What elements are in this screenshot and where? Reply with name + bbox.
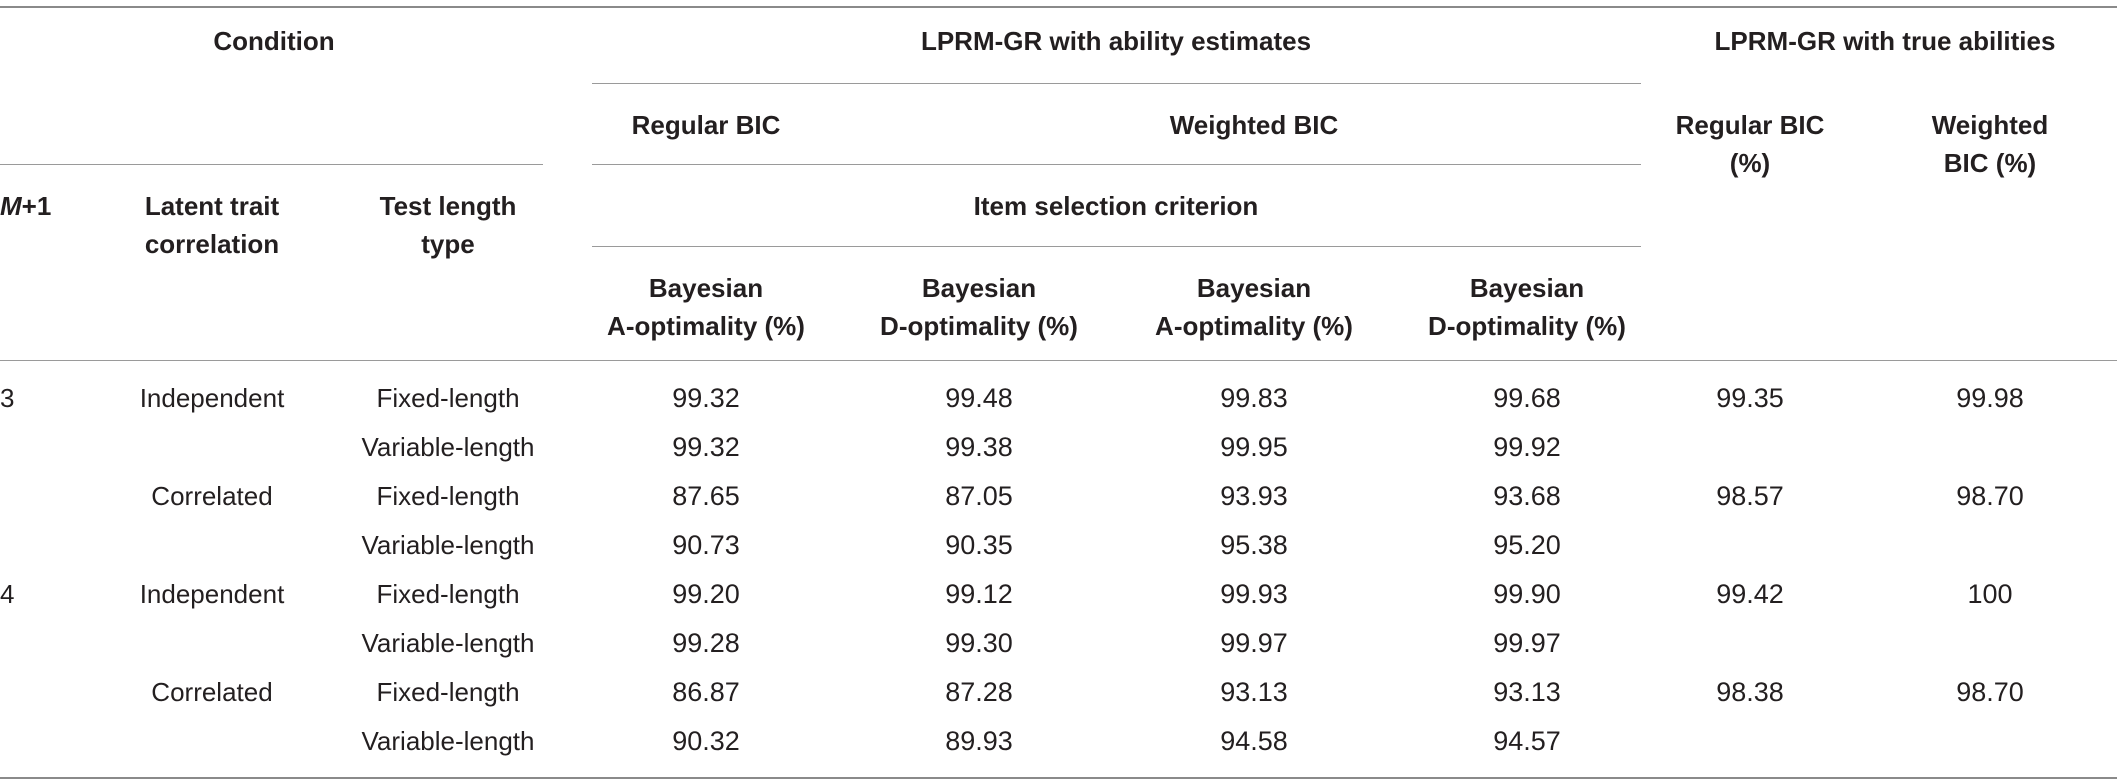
test-length-line2: type	[421, 229, 475, 259]
latent-trait-line1: Latent trait	[144, 191, 280, 221]
estimates-group-header: LPRM-GR with ability estimates	[920, 26, 1312, 56]
cell-correlation: Correlated	[151, 481, 273, 511]
top-rule	[0, 6, 2117, 8]
latent-trait-line2: correlation	[144, 229, 280, 259]
true-abilities-group-header: LPRM-GR with true abilities	[1714, 26, 2056, 56]
cell-test-length: Variable-length	[361, 726, 535, 756]
condition-rule	[0, 164, 543, 165]
cell-regular-aopt: 99.28	[672, 628, 740, 658]
true-weighted-bic-header: Weighted BIC (%)	[1932, 106, 2049, 182]
cell-weighted-dopt: 99.92	[1493, 432, 1561, 462]
true-regular-bic-line2: (%)	[1729, 148, 1771, 178]
cell-true-regular: 99.35	[1716, 383, 1784, 413]
cell-correlation: Correlated	[151, 677, 273, 707]
estimates-group-rule	[592, 83, 1641, 84]
bottom-rule	[0, 777, 2117, 779]
weighted-bic-header: Weighted BIC	[1169, 110, 1339, 140]
cell-true-weighted: 99.98	[1956, 383, 2024, 413]
col4-dopt: D-optimality (%)	[1428, 311, 1626, 341]
cell-weighted-aopt: 99.97	[1220, 628, 1288, 658]
cell-regular-dopt: 87.05	[945, 481, 1013, 511]
true-regular-bic-line1: Regular BIC	[1675, 110, 1825, 140]
cell-test-length: Fixed-length	[376, 677, 520, 707]
cell-test-length: Variable-length	[361, 432, 535, 462]
cell-m: 4	[0, 579, 15, 609]
test-length-header: Test length type	[380, 187, 517, 263]
cell-correlation: Independent	[139, 579, 285, 609]
col-regular-a-opt-header: Bayesian A-optimality (%)	[607, 269, 805, 345]
item-selection-header: Item selection criterion	[973, 191, 1259, 221]
col1-bayes: Bayesian	[648, 273, 764, 303]
true-weighted-bic-line2: BIC (%)	[1943, 148, 2037, 178]
cell-weighted-dopt: 99.68	[1493, 383, 1561, 413]
col2-dopt: D-optimality (%)	[880, 311, 1078, 341]
cell-regular-aopt: 99.32	[672, 383, 740, 413]
cell-regular-aopt: 99.32	[672, 432, 740, 462]
cell-weighted-aopt: 93.13	[1220, 677, 1288, 707]
cell-test-length: Variable-length	[361, 628, 535, 658]
col3-bayes: Bayesian	[1196, 273, 1312, 303]
bic-rule	[592, 164, 1641, 165]
cell-regular-dopt: 99.48	[945, 383, 1013, 413]
true-weighted-bic-line1: Weighted	[1931, 110, 2049, 140]
cell-weighted-aopt: 99.95	[1220, 432, 1288, 462]
cell-regular-aopt: 87.65	[672, 481, 740, 511]
col1-aopt: A-optimality (%)	[607, 311, 805, 341]
cell-weighted-dopt: 99.97	[1493, 628, 1561, 658]
cell-regular-dopt: 99.12	[945, 579, 1013, 609]
col-weighted-d-opt-header: Bayesian D-optimality (%)	[1428, 269, 1626, 345]
col-weighted-a-opt-header: Bayesian A-optimality (%)	[1155, 269, 1353, 345]
criterion-rule	[592, 246, 1641, 247]
cell-weighted-aopt: 99.83	[1220, 383, 1288, 413]
m-plus-one-header: M+1	[0, 187, 51, 225]
col3-aopt: A-optimality (%)	[1155, 311, 1353, 341]
cell-regular-aopt: 99.20	[672, 579, 740, 609]
cell-true-regular: 98.38	[1716, 677, 1784, 707]
cell-test-length: Fixed-length	[376, 481, 520, 511]
cell-true-regular: 98.57	[1716, 481, 1784, 511]
cell-weighted-aopt: 93.93	[1220, 481, 1288, 511]
cell-regular-dopt: 99.30	[945, 628, 1013, 658]
cell-weighted-aopt: 99.93	[1220, 579, 1288, 609]
cell-true-weighted: 100	[1967, 579, 2013, 609]
cell-true-regular: 99.42	[1716, 579, 1784, 609]
cell-regular-dopt: 89.93	[945, 726, 1013, 756]
cell-m: 3	[0, 383, 15, 413]
cell-regular-aopt: 90.32	[672, 726, 740, 756]
col2-bayes: Bayesian	[921, 273, 1037, 303]
cell-weighted-dopt: 93.13	[1493, 677, 1561, 707]
m-suffix: +1	[21, 191, 52, 221]
cell-test-length: Fixed-length	[376, 383, 520, 413]
m-variable: M	[0, 191, 22, 221]
cell-regular-aopt: 86.87	[672, 677, 740, 707]
cell-regular-dopt: 87.28	[945, 677, 1013, 707]
cell-regular-aopt: 90.73	[672, 530, 740, 560]
header-bottom-rule	[0, 360, 2117, 361]
cell-weighted-dopt: 93.68	[1493, 481, 1561, 511]
cell-weighted-dopt: 99.90	[1493, 579, 1561, 609]
cell-test-length: Fixed-length	[376, 579, 520, 609]
cell-true-weighted: 98.70	[1956, 481, 2024, 511]
cell-true-weighted: 98.70	[1956, 677, 2024, 707]
latent-trait-header: Latent trait correlation	[145, 187, 279, 263]
cell-weighted-dopt: 95.20	[1493, 530, 1561, 560]
cell-regular-dopt: 99.38	[945, 432, 1013, 462]
cell-correlation: Independent	[139, 383, 285, 413]
cell-weighted-aopt: 95.38	[1220, 530, 1288, 560]
cell-weighted-dopt: 94.57	[1493, 726, 1561, 756]
cell-regular-dopt: 90.35	[945, 530, 1013, 560]
regular-bic-header: Regular BIC	[631, 110, 781, 140]
condition-header: Condition	[213, 26, 335, 56]
true-regular-bic-header: Regular BIC (%)	[1676, 106, 1825, 182]
cell-weighted-aopt: 94.58	[1220, 726, 1288, 756]
col4-bayes: Bayesian	[1469, 273, 1585, 303]
cell-test-length: Variable-length	[361, 530, 535, 560]
col-regular-d-opt-header: Bayesian D-optimality (%)	[880, 269, 1078, 345]
test-length-line1: Test length	[379, 191, 517, 221]
